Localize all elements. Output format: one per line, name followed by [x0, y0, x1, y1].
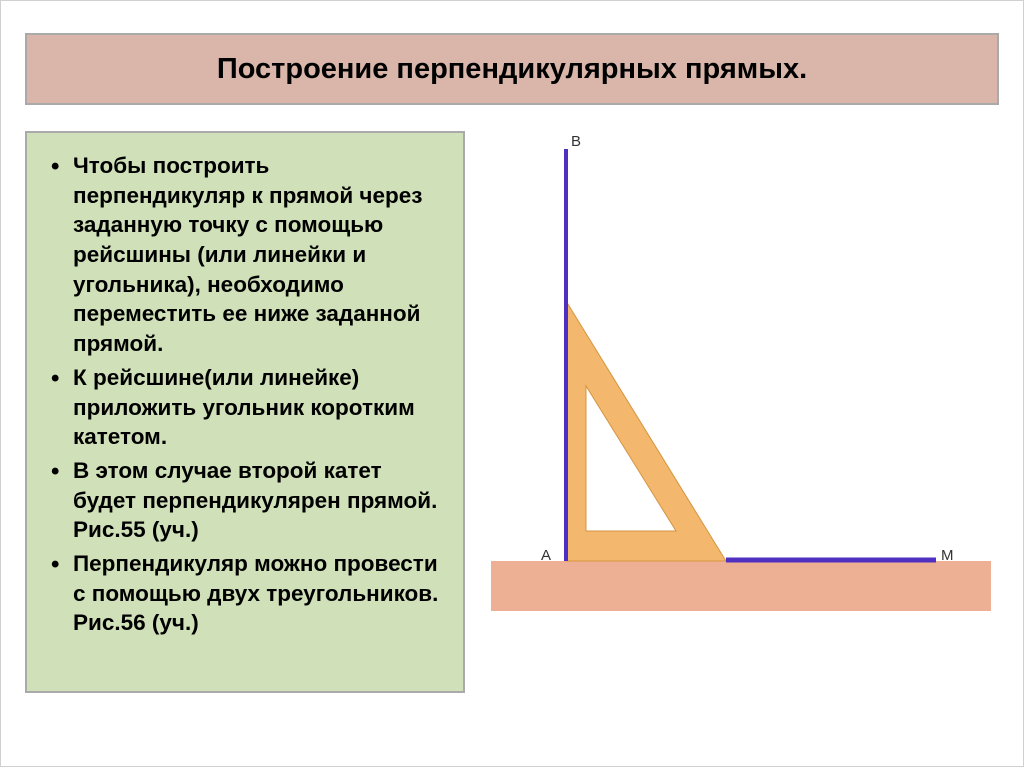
- list-item: Перпендикуляр можно провести с помощью д…: [45, 549, 441, 638]
- list-item: К рейсшине(или линейке) приложить угольн…: [45, 363, 441, 452]
- title-bar: Построение перпендикулярных прямых.: [25, 33, 999, 105]
- list-item: В этом случае второй катет будет перпенд…: [45, 456, 441, 545]
- construction-diagram: [481, 131, 1001, 621]
- point-label-b: B: [571, 133, 581, 150]
- text-panel: Чтобы построить перпендикуляр к прямой ч…: [25, 131, 465, 693]
- point-label-m: M: [941, 547, 954, 564]
- point-label-a: A: [541, 547, 551, 564]
- diagram-panel: A B M: [481, 131, 1001, 621]
- bullet-list: Чтобы построить перпендикуляр к прямой ч…: [45, 151, 441, 638]
- slide-title: Построение перпендикулярных прямых.: [217, 53, 807, 86]
- list-item: Чтобы построить перпендикуляр к прямой ч…: [45, 151, 441, 359]
